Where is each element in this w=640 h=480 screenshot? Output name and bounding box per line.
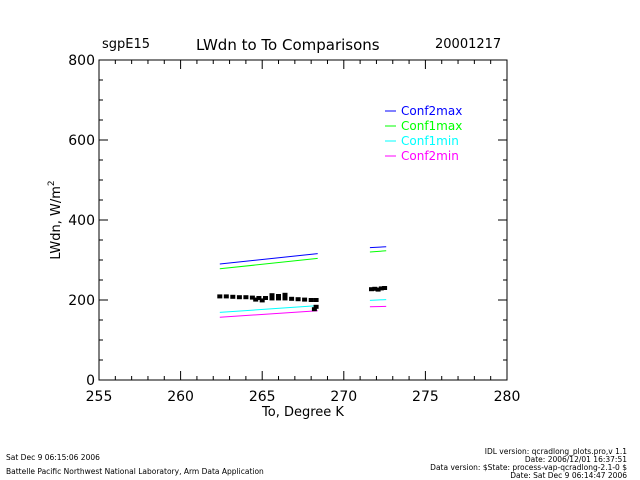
observed-point [217, 294, 223, 299]
footer-idl-version: IDL version: qcradlong_plots.pro,v 1.1 [484, 447, 627, 456]
legend-label-conf2max: Conf2max [401, 104, 462, 118]
legend-label-conf2min: Conf2min [401, 149, 459, 163]
x-tick-label: 275 [412, 389, 439, 405]
y-tick-label: 200 [68, 293, 95, 309]
series-line-conf1max [219, 257, 318, 270]
y-tick-label: 400 [68, 213, 95, 229]
observed-point [308, 298, 314, 302]
observed-point [263, 296, 268, 300]
observed-point [313, 298, 319, 302]
observed-point [375, 287, 381, 292]
series-line-conf2min [219, 310, 318, 318]
series-line-conf2max [369, 246, 387, 249]
x-tick-label: 270 [330, 389, 357, 405]
y-tick-label: 800 [68, 53, 95, 69]
observed-point [382, 286, 388, 290]
observed-point [259, 298, 265, 303]
observed-point [276, 294, 281, 298]
footer-org: Battelle Pacific Northwest National Labo… [6, 467, 264, 476]
observed-point [269, 296, 275, 301]
footer-data-version: Data version: $State: process-vap-qcradl… [430, 463, 627, 472]
observed-point [378, 286, 384, 291]
site-label: sgpE15 [102, 37, 151, 52]
observed-point [295, 297, 301, 302]
x-tick-label: 265 [249, 389, 276, 405]
date-label: 20001217 [435, 37, 502, 52]
observed-point [372, 286, 378, 291]
observed-point [311, 307, 317, 312]
x-tick-label: 280 [494, 389, 521, 405]
observed-point [223, 294, 229, 299]
series-line-conf2max [219, 253, 318, 265]
observed-point [236, 295, 242, 300]
footer-run-date: Sat Dec 9 06:15:06 2006 [6, 453, 100, 462]
series-line-conf1min [219, 305, 318, 313]
y-tick-label: 0 [86, 373, 95, 389]
observed-point [302, 297, 308, 302]
y-axis-label: LWdn, W/m2 [47, 180, 64, 259]
footer-idl-date: Date: 2006/12/01 16:37:51 [524, 455, 627, 464]
series-line-conf1max [369, 250, 387, 253]
observed-point [276, 296, 281, 301]
series-line-conf1min [369, 299, 387, 301]
chart-title: LWdn to To Comparisons [196, 36, 380, 54]
x-tick-label: 260 [167, 389, 194, 405]
legend-label-conf1min: Conf1min [401, 134, 459, 148]
y-axis-label-main: LWdn, W/m [49, 186, 64, 260]
x-tick-label: 255 [86, 389, 113, 405]
observed-point [249, 295, 255, 300]
observed-point [282, 296, 288, 301]
footer-data-date: Date: Sat Dec 9 06:14:47 2006 [510, 471, 627, 480]
observed-point [313, 304, 319, 309]
legend-label-conf1max: Conf1max [401, 119, 462, 133]
observed-point [253, 297, 259, 302]
observed-point [256, 296, 262, 300]
observed-point [243, 295, 249, 300]
observed-point [269, 293, 275, 298]
observed-point [289, 296, 295, 301]
observed-point [282, 292, 288, 297]
observed-point [230, 294, 236, 299]
y-tick-label: 600 [68, 133, 95, 149]
y-axis-label-sup: 2 [47, 180, 57, 186]
observed-point [369, 287, 374, 292]
x-axis-label: To, Degree K [261, 405, 344, 420]
